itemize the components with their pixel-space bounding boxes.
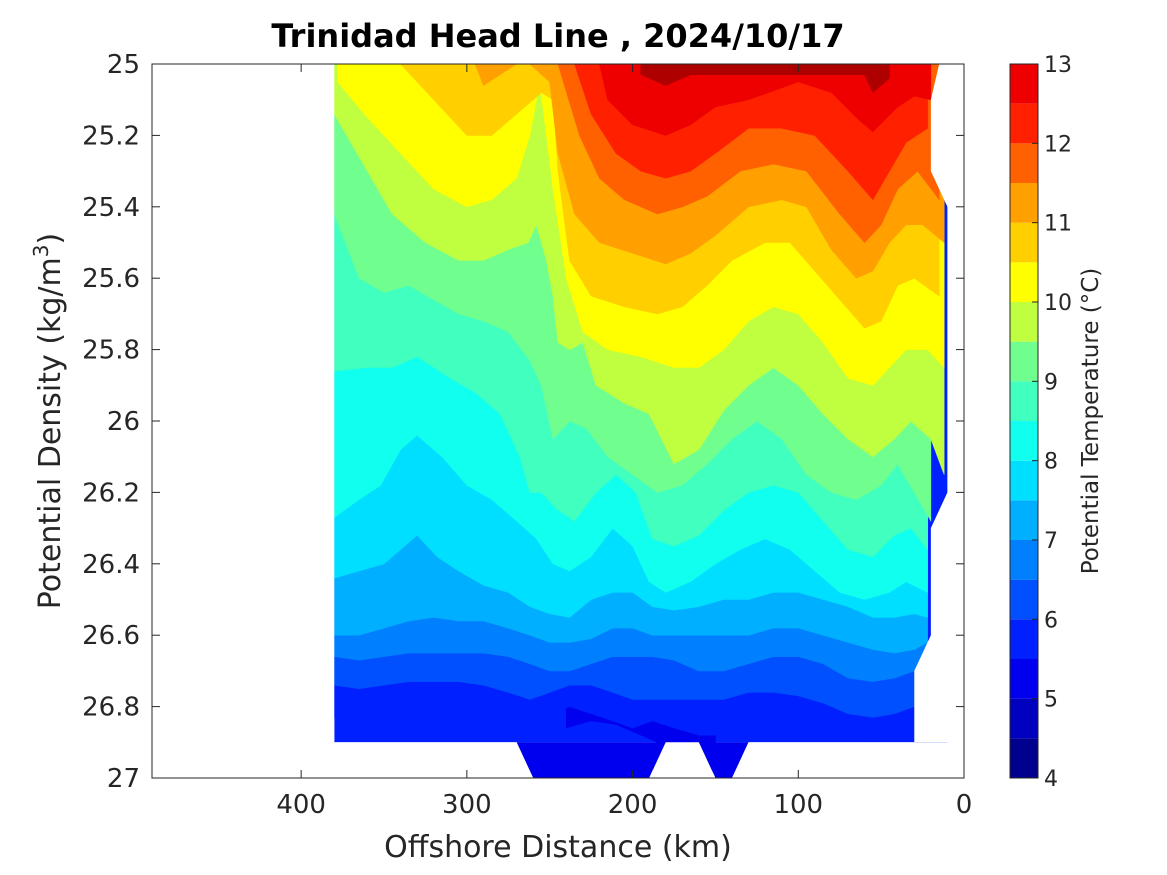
- colorbar-band: [1010, 619, 1038, 659]
- y-tick-label: 26.2: [82, 478, 140, 508]
- colorbar-tick-label: 7: [1044, 529, 1058, 554]
- plot-mask-bottom-mid: [649, 742, 716, 778]
- x-tick-label: 200: [608, 790, 658, 820]
- colorbar-band: [1010, 64, 1038, 104]
- colorbar-band: [1010, 222, 1038, 263]
- colorbar-tick-label: 11: [1044, 212, 1072, 237]
- colorbar-band: [1010, 421, 1038, 461]
- colorbar-band: [1010, 579, 1038, 620]
- colorbar-band: [1010, 143, 1038, 183]
- colorbar-tick-label: 13: [1044, 53, 1072, 78]
- y-axis-label-main: Potential Density (kg/m: [33, 257, 68, 609]
- colorbar-label: Potential Temperature (°C): [1078, 268, 1104, 575]
- colorbar-band: [1010, 262, 1038, 302]
- y-tick-label: 26: [107, 407, 140, 437]
- contour-fill-layer: [152, 64, 964, 778]
- colorbar-band: [1010, 698, 1038, 739]
- y-axis-label: Potential Density (kg/m3): [29, 233, 68, 609]
- colorbar-band: [1010, 738, 1038, 778]
- x-axis: 400 300 200 100 0: [276, 64, 972, 820]
- colorbar-band: [1010, 659, 1038, 699]
- colorbar-tick-label: 4: [1044, 767, 1058, 792]
- plot-mask-bottom-left: [334, 742, 534, 778]
- y-tick-label: 26.8: [82, 693, 140, 723]
- colorbar-band: [1010, 183, 1038, 223]
- colorbar-tick-label: 12: [1044, 132, 1072, 157]
- plot-mask-bottom-right: [732, 742, 915, 778]
- x-tick-label: 400: [276, 790, 326, 820]
- colorbar-frame: [1009, 63, 1039, 779]
- colorbar-band: [1010, 540, 1038, 580]
- y-axis: 25 25.2 25.4 25.6 25.8 26 26.2 26.4 26.6 26.8 27: [82, 50, 964, 794]
- colorbar-tick-label: 6: [1044, 608, 1058, 633]
- y-tick-label: 26.4: [82, 550, 140, 580]
- colorbar-band: [1010, 460, 1038, 501]
- colorbar-band: [1010, 302, 1038, 342]
- contour-band: [640, 64, 890, 94]
- y-tick-label: 25: [107, 50, 140, 80]
- plot-mask-left: [152, 64, 335, 778]
- colorbar-tick-label: 5: [1044, 688, 1058, 713]
- x-tick-label: 0: [956, 790, 973, 820]
- colorbar-tick-label: 9: [1044, 370, 1058, 395]
- colorbar-band: [1010, 341, 1038, 382]
- y-tick-label: 25.6: [82, 264, 140, 294]
- colorbar: 13 12 11 10 9 8 7 6 5 4: [1009, 53, 1072, 792]
- plot-mask-right: [914, 64, 964, 743]
- y-tick-label: 25.8: [82, 336, 140, 366]
- colorbar-tick-label: 8: [1044, 450, 1058, 475]
- colorbar-band: [1010, 103, 1038, 144]
- y-tick-label: 25.4: [82, 193, 140, 223]
- colorbar-tick-label: 10: [1044, 291, 1072, 316]
- y-axis-label-superscript: 3: [29, 244, 53, 257]
- colorbar-band: [1010, 500, 1038, 540]
- y-tick-label: 27: [107, 764, 140, 794]
- x-tick-label: 300: [442, 790, 492, 820]
- y-axis-label-close: ): [33, 233, 68, 245]
- chart-title: Trinidad Head Line , 2024/10/17: [271, 17, 844, 55]
- contour-band: [599, 64, 932, 136]
- y-tick-label: 26.6: [82, 621, 140, 651]
- colorbar-band: [1010, 381, 1038, 421]
- y-tick-label: 25.2: [82, 121, 140, 151]
- x-tick-label: 100: [773, 790, 823, 820]
- contour-region-deep-notch: [516, 742, 666, 778]
- x-axis-label: Offshore Distance (km): [384, 830, 732, 865]
